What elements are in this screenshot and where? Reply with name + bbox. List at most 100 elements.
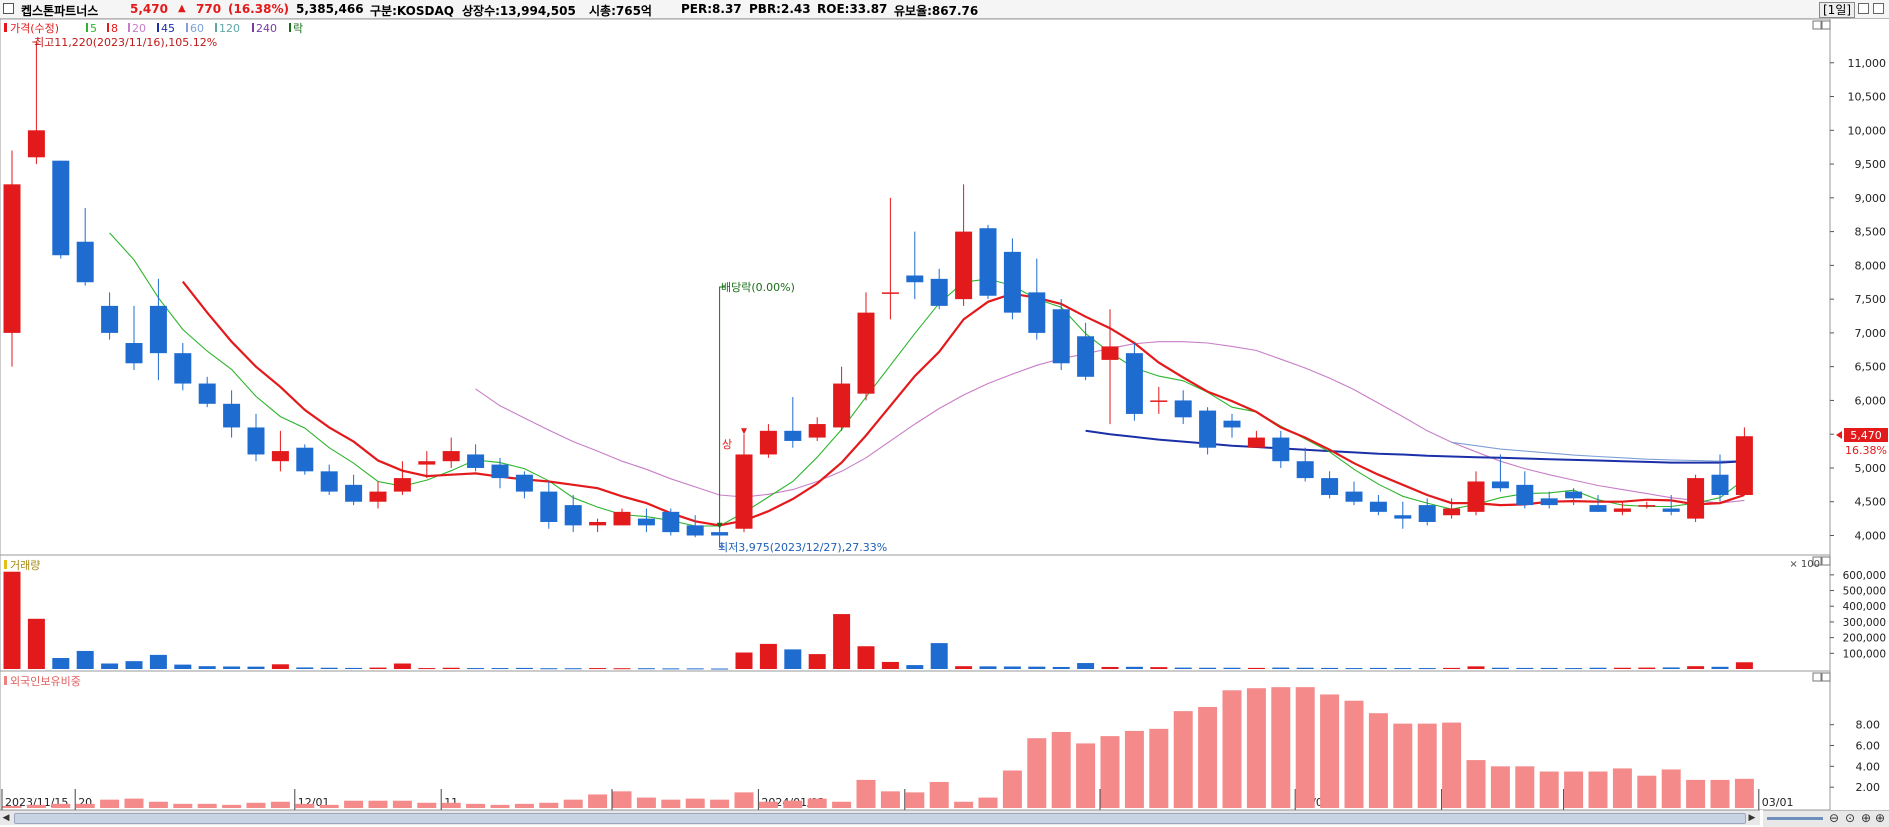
price-tick-label: 8,500 bbox=[1855, 226, 1887, 239]
candle-body bbox=[198, 383, 216, 404]
volume-bar bbox=[1223, 667, 1241, 669]
reserve-ratio: 유보율:867.76 bbox=[894, 4, 979, 18]
candle-body bbox=[759, 430, 777, 455]
candle-body bbox=[637, 518, 655, 526]
volume-bar bbox=[637, 668, 655, 670]
low-price-annotation: 최저3,975(2023/12/27),27.33% bbox=[718, 541, 887, 554]
minimize-icon[interactable] bbox=[1858, 3, 1869, 14]
volume-bar bbox=[345, 667, 363, 669]
candle-body bbox=[857, 312, 875, 394]
zoom-in-icon[interactable]: ⊕ bbox=[1861, 811, 1872, 825]
foreign-bar bbox=[1173, 711, 1193, 808]
select-checkbox[interactable] bbox=[3, 3, 14, 14]
foreign-bar bbox=[319, 804, 339, 808]
ma45-line bbox=[1085, 429, 1745, 464]
scroll-left-icon[interactable]: ◀ bbox=[2, 813, 10, 823]
volume-bar bbox=[1052, 666, 1070, 669]
foreign-bar bbox=[246, 802, 266, 808]
foreign-bar bbox=[588, 794, 608, 808]
foreign-panel-controls[interactable] bbox=[1812, 672, 1831, 682]
zoom-fit-icon[interactable]: ⊕ bbox=[1875, 811, 1886, 825]
listed-shares: 상장수:13,994,505 bbox=[462, 4, 576, 18]
price-change-pct: (16.38%) bbox=[228, 2, 289, 16]
volume-bar bbox=[662, 668, 680, 670]
price-tick-label: 8,000 bbox=[1855, 259, 1887, 272]
legend-marker bbox=[4, 23, 7, 32]
per-value: PER:8.37 bbox=[681, 2, 742, 16]
foreign-bar bbox=[880, 791, 900, 808]
foreign-bar bbox=[1344, 700, 1364, 808]
volume-bar bbox=[393, 663, 411, 669]
volume-bar bbox=[735, 652, 753, 669]
legend-item-marker bbox=[186, 23, 188, 32]
candle-body bbox=[1369, 501, 1387, 512]
dividend-connector bbox=[719, 286, 726, 529]
foreign-bar bbox=[514, 803, 534, 808]
volume-bar bbox=[271, 664, 289, 669]
foreign-bar bbox=[807, 798, 827, 808]
chart-scrollbar[interactable]: ◀ ▶ bbox=[0, 810, 1760, 825]
volume-bar bbox=[3, 571, 21, 669]
volume-bar bbox=[1491, 667, 1509, 669]
legend-item-8: 8 bbox=[111, 22, 118, 35]
foreign-bar bbox=[1393, 723, 1413, 808]
foreign-legend-marker bbox=[4, 676, 7, 685]
foreign-bar bbox=[1002, 770, 1022, 808]
volume-bar bbox=[930, 643, 948, 669]
candle-body bbox=[320, 471, 338, 492]
volume-bar bbox=[1199, 667, 1217, 669]
volume-bar bbox=[1565, 668, 1583, 670]
candle-body bbox=[1613, 508, 1631, 512]
foreign-bar bbox=[1295, 687, 1315, 808]
volume-bar bbox=[857, 646, 875, 669]
volume-bars bbox=[3, 571, 1753, 670]
candle-body bbox=[101, 305, 119, 333]
scroll-thumb[interactable] bbox=[14, 813, 1746, 824]
close-icon[interactable] bbox=[1873, 3, 1884, 14]
low-connector bbox=[719, 537, 724, 548]
period-selector[interactable]: [1일] bbox=[1819, 2, 1856, 18]
candle-body bbox=[881, 292, 899, 294]
scroll-right-icon[interactable]: ▶ bbox=[1748, 813, 1756, 823]
volume-panel-label: 거래량 bbox=[10, 559, 40, 572]
volume-bar bbox=[1735, 662, 1753, 669]
volume-bar bbox=[247, 666, 265, 669]
candle-body bbox=[247, 427, 265, 455]
price-tick-label: 11,000 bbox=[1848, 57, 1887, 70]
price-tick-label: 4,000 bbox=[1855, 529, 1887, 542]
candle-body bbox=[1150, 400, 1168, 402]
candle-body bbox=[27, 130, 45, 158]
zoom-slider[interactable] bbox=[1767, 817, 1823, 820]
foreign-bar bbox=[661, 799, 681, 808]
candle-body bbox=[271, 451, 289, 462]
dividend-arrow-icon bbox=[716, 522, 723, 529]
stock-chart[interactable]: 가격(수정) 5 8 20 45 60 120 240 락 거래량 외국인보유비중 4,000… bbox=[0, 19, 1889, 810]
volume-bar bbox=[1369, 667, 1387, 669]
volume-bar bbox=[1174, 667, 1192, 669]
foreign-bar bbox=[563, 799, 583, 808]
candle-body bbox=[1394, 515, 1412, 519]
volume-tick-label: 400,000 bbox=[1843, 601, 1886, 613]
foreign-bar bbox=[1539, 771, 1559, 808]
candle-body bbox=[955, 231, 973, 300]
volume-panel-controls[interactable] bbox=[1812, 556, 1831, 566]
zoom-out-icon[interactable]: ⊖ bbox=[1829, 811, 1840, 825]
candle-body bbox=[540, 491, 558, 522]
foreign-bar bbox=[636, 797, 656, 808]
volume-bar bbox=[1101, 666, 1119, 669]
foreign-bar bbox=[1564, 771, 1584, 808]
volume-tick-label: 300,000 bbox=[1843, 617, 1886, 629]
price-change: 770 bbox=[196, 2, 222, 16]
candle-body bbox=[1491, 481, 1509, 489]
zoom-reset-icon[interactable]: ⊙ bbox=[1845, 811, 1856, 825]
stock-name[interactable]: 켑스톤파트너스 bbox=[21, 4, 99, 18]
volume-bar bbox=[515, 667, 533, 669]
volume-bar bbox=[1662, 667, 1680, 669]
foreign-bar bbox=[417, 802, 437, 808]
foreign-bar bbox=[1271, 687, 1291, 808]
foreign-bar bbox=[1686, 779, 1706, 808]
volume-bar bbox=[686, 668, 704, 670]
price-panel-controls[interactable] bbox=[1812, 20, 1831, 30]
candle-body bbox=[906, 275, 924, 283]
candle-body bbox=[1443, 508, 1461, 516]
